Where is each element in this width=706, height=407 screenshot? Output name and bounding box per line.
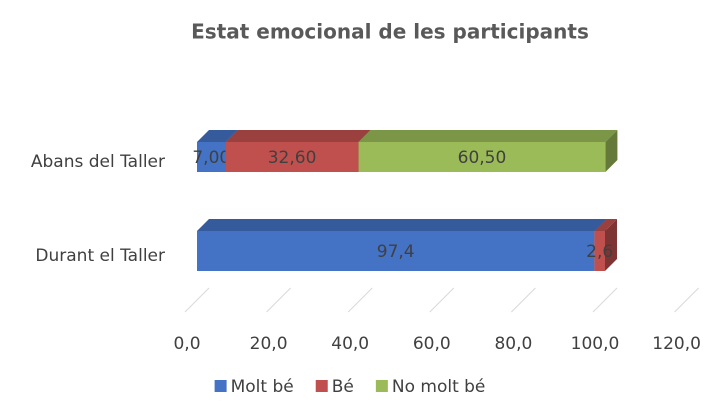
bar-top <box>197 130 238 142</box>
bar-top <box>197 219 607 231</box>
x-tick-label: 60,0 <box>413 334 451 354</box>
data-label: 97,4 <box>377 242 415 262</box>
legend-swatch <box>315 380 328 392</box>
x-tick-label: 120,0 <box>652 334 701 354</box>
legend-swatch <box>375 380 388 392</box>
bar <box>225 142 359 172</box>
data-label: 2,6 <box>586 242 613 262</box>
data-label: 32,60 <box>268 148 317 168</box>
bar-top <box>358 130 618 142</box>
x-tick-label: 40,0 <box>331 334 369 354</box>
data-label: 60,50 <box>458 148 507 168</box>
x-tick-label: 100,0 <box>571 334 620 354</box>
y-tick-label: Durant el Taller <box>35 246 165 266</box>
grid-line <box>674 287 699 313</box>
x-tick-label: 0,0 <box>173 334 200 354</box>
grid-line <box>266 287 291 313</box>
x-tick-label: 80,0 <box>494 334 532 354</box>
bar-top <box>594 219 617 231</box>
bar <box>594 231 605 271</box>
y-tick-label: Abans del Taller <box>31 152 165 172</box>
bar-side <box>605 219 617 271</box>
data-label: 7,00 <box>192 148 230 168</box>
chart-title: Estat emocional de les participants <box>191 20 589 44</box>
legend-label: No molt bé <box>392 377 486 397</box>
legend-swatch <box>214 380 227 392</box>
bar-top <box>225 130 371 142</box>
grid-line <box>184 287 210 313</box>
bar <box>197 231 595 271</box>
legend-label: Molt bé <box>231 377 294 397</box>
grid-line <box>347 287 373 313</box>
legend-label: Bé <box>332 377 354 397</box>
grid-line <box>511 287 536 313</box>
grid-line <box>592 287 618 313</box>
x-tick-label: 20,0 <box>250 334 288 354</box>
bar-side <box>605 130 618 172</box>
bar <box>358 142 606 172</box>
bar <box>197 142 226 172</box>
grid-line <box>429 287 455 313</box>
